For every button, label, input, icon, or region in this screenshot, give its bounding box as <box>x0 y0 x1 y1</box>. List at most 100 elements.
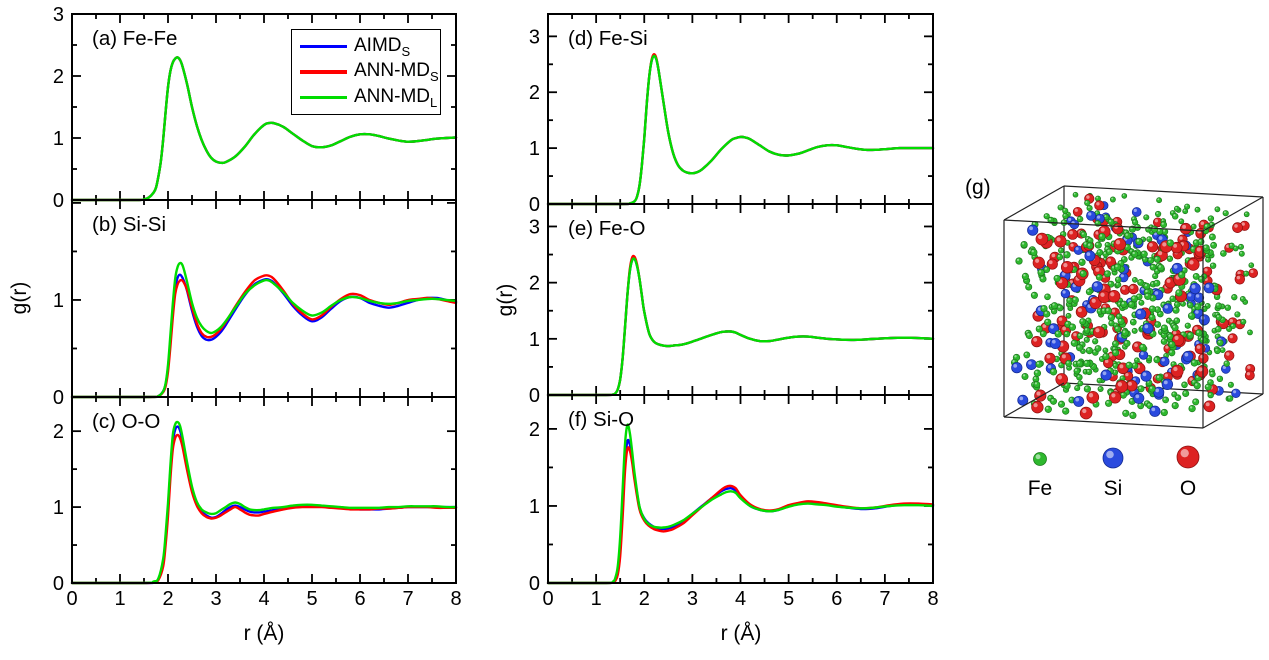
y-tick-label: 1 <box>53 290 64 312</box>
x-tick-label: 0 <box>542 588 553 610</box>
y-tick-labels: 0 1 2 3 <box>529 216 540 407</box>
y-tick-label: 0 <box>529 385 540 407</box>
legend-row-annmd-s: ANN-MDS <box>300 60 439 84</box>
series-line-AIMD_S <box>546 438 935 585</box>
x-tick-label: 8 <box>927 588 938 610</box>
series-line-ANN-MD_S <box>546 254 935 397</box>
series-line-ANN-MD_L <box>546 257 935 397</box>
panel-d-fe-si: 0 1 2 3 (d) Fe-Si <box>529 13 935 216</box>
y-tick-labels: 0 1 2 <box>53 421 64 595</box>
y-tick-label: 2 <box>529 273 540 295</box>
series-legend: AIMDS ANN-MDS ANN-MDL <box>291 29 441 115</box>
x-tick-label: 1 <box>591 588 602 610</box>
annmd-s-label: ANN-MDS <box>354 60 439 84</box>
series-line-ANN-MD_L <box>546 423 935 585</box>
y-tick-label: 0 <box>529 573 540 595</box>
annmd-s-line-swatch <box>300 70 347 74</box>
y-tick-label: 1 <box>529 496 540 518</box>
x-tick-label: 2 <box>639 588 650 610</box>
x-tick-label: 0 <box>66 588 77 610</box>
series-line-ANN-MD_L <box>70 420 458 585</box>
x-tick-label: 4 <box>258 588 269 610</box>
y-tick-label: 0 <box>53 387 64 409</box>
x-tick-labels: 0 1 2 3 4 5 6 7 8 <box>66 588 461 610</box>
series-line-ANN-MD_S <box>70 274 458 399</box>
panel-label: (e) Fe-O <box>568 217 645 240</box>
x-tick-label: 3 <box>210 588 221 610</box>
x-tick-label: 5 <box>783 588 794 610</box>
panel-label: (f) Si-O <box>568 408 634 431</box>
y-tick-labels: 0 1 2 3 <box>53 4 64 212</box>
y-tick-label: 1 <box>529 329 540 351</box>
x-tick-label: 2 <box>162 588 173 610</box>
atom-legend-spheres <box>1033 445 1200 469</box>
panel-frame <box>71 396 457 584</box>
x-tick-label: 7 <box>879 588 890 610</box>
series-line-ANN-MD_S <box>546 52 935 206</box>
panel-g-label: (g) <box>965 176 991 199</box>
y-tick-labels: 0 1 2 <box>529 419 540 595</box>
atom-sphere-fe <box>1033 452 1047 466</box>
series-line-AIMD_S <box>70 273 458 399</box>
atom-legend-label-o: O <box>1179 477 1197 500</box>
simulation-box <box>1003 185 1264 429</box>
y-tick-label: 3 <box>529 216 540 238</box>
legend-row-aimd-s: AIMDS <box>300 34 436 59</box>
x-tick-label: 4 <box>735 588 746 610</box>
legend-row-annmd-l: ANN-MDL <box>300 85 438 110</box>
x-tick-label: 6 <box>831 588 842 610</box>
y-axis-title-left: g(r) <box>8 281 31 315</box>
y-tick-label: 1 <box>529 138 540 160</box>
panel-b-si-si: 01(b) Si-Si <box>53 199 458 409</box>
y-tick-label: 0 <box>529 194 540 216</box>
x-tick-label: 1 <box>114 588 125 610</box>
y-tick-label: 3 <box>53 4 64 26</box>
panel-label: (d) Fe-Si <box>568 27 648 50</box>
x-axis-title-left: r (Å) <box>243 622 285 645</box>
y-tick-label: 2 <box>529 82 540 104</box>
y-tick-labels: 0 1 2 3 <box>529 26 540 216</box>
x-tick-label: 7 <box>402 588 413 610</box>
series-line-AIMD_S <box>546 257 935 397</box>
panel-f-si-o: 0 1 2 0 1 2 3 4 5 6 7 8 (f) Si-O <box>529 394 939 610</box>
series-line-ANN-MD_S <box>546 446 935 585</box>
aimd-s-label: AIMDS <box>354 34 411 59</box>
y-axis-title-right: g(r) <box>494 283 517 317</box>
atom-legend-label-si: Si <box>1103 477 1123 500</box>
series-line-ANN-MD_L <box>70 56 458 202</box>
series-line-ANN-MD_L <box>70 261 458 399</box>
atom-sphere-si <box>1102 447 1124 469</box>
box-front-edges <box>1003 185 1264 429</box>
series-line-AIMD_S <box>546 54 935 206</box>
x-tick-labels: 0 1 2 3 4 5 6 7 8 <box>542 588 938 610</box>
y-tick-label: 0 <box>53 573 64 595</box>
atoms <box>1010 191 1259 420</box>
atom-legend-label-fe: Fe <box>1027 477 1053 500</box>
panel-e-fe-o: 0 1 2 3 (e) Fe-O <box>529 203 935 407</box>
y-tick-labels: 01 <box>53 290 64 409</box>
x-tick-label: 3 <box>687 588 698 610</box>
x-tick-label: 6 <box>354 588 365 610</box>
annmd-l-label: ANN-MDL <box>354 85 438 110</box>
series-line-AIMD_S <box>70 425 458 585</box>
y-tick-label: 0 <box>53 190 64 212</box>
x-axis-title-right: r (Å) <box>720 622 762 645</box>
y-tick-label: 2 <box>53 66 64 88</box>
x-tick-label: 5 <box>306 588 317 610</box>
y-tick-label: 1 <box>53 497 64 519</box>
panel-frame <box>547 394 934 584</box>
series-line-ANN-MD_L <box>546 54 935 206</box>
y-tick-label: 1 <box>53 128 64 150</box>
annmd-l-line-swatch <box>300 95 347 100</box>
aimd-s-line-swatch <box>300 44 347 49</box>
atom-sphere-o <box>1176 445 1200 469</box>
panel-label: (b) Si-Si <box>92 213 166 236</box>
y-tick-label: 2 <box>53 421 64 443</box>
y-tick-label: 2 <box>529 419 540 441</box>
y-tick-label: 3 <box>529 26 540 48</box>
panel-label: (c) O-O <box>92 410 160 433</box>
panel-c-o-o: 0 1 2 0 1 2 3 4 5 6 7 8 (c) O-O <box>53 396 462 610</box>
x-tick-label: 8 <box>450 588 461 610</box>
